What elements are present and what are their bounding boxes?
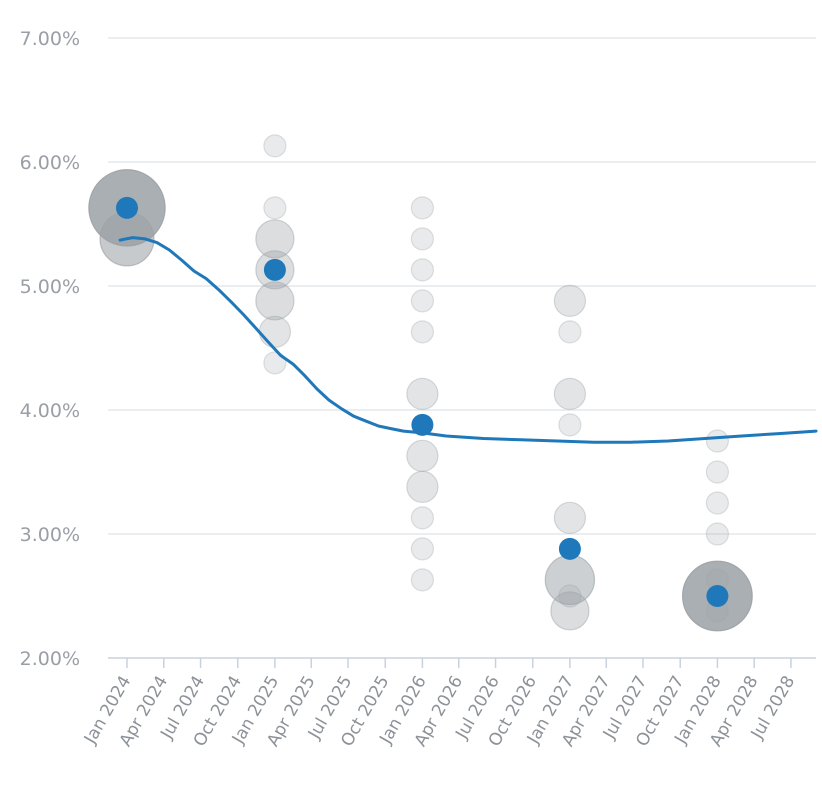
participant-dot <box>410 227 434 251</box>
participant-dot <box>255 219 295 259</box>
median-dot <box>115 196 138 219</box>
participant-dot <box>410 537 434 561</box>
participant-dot <box>553 284 587 318</box>
y-tick-label: 4.00% <box>20 400 80 422</box>
y-tick-label: 6.00% <box>20 152 80 174</box>
participant-dot <box>705 491 729 515</box>
y-tick-label: 3.00% <box>20 524 80 546</box>
median-dot <box>558 537 581 560</box>
y-tick-label: 2.00% <box>20 648 80 670</box>
participant-dot <box>263 351 287 375</box>
participant-dot <box>705 522 729 546</box>
median-dot <box>263 258 286 281</box>
participant-dot <box>544 554 596 606</box>
participant-dot <box>258 315 292 349</box>
y-tick-label: 5.00% <box>20 276 80 298</box>
participant-dot <box>410 568 434 592</box>
participant-dot <box>410 320 434 344</box>
participant-dot <box>558 320 582 344</box>
projection-line <box>118 236 818 444</box>
participant-dot <box>705 460 729 484</box>
participant-dot <box>263 134 287 158</box>
participant-dot <box>410 506 434 530</box>
median-dot <box>706 585 729 607</box>
participant-dot <box>410 258 434 282</box>
participant-dot <box>558 413 582 437</box>
participant-dot <box>406 470 439 504</box>
gridlines <box>108 37 816 535</box>
participant-dot <box>410 289 434 313</box>
participant-dot <box>410 196 434 220</box>
median-dots <box>115 196 729 607</box>
y-tick-label: 7.00% <box>20 28 80 50</box>
participant-dot <box>406 439 439 473</box>
participant-dot <box>705 429 729 453</box>
participant-dot <box>406 377 439 411</box>
median-dot <box>411 413 434 436</box>
participant-dot <box>255 281 295 321</box>
projection-line-layer <box>118 236 818 444</box>
dot-plot <box>88 134 753 632</box>
participant-dot <box>553 377 587 411</box>
participant-dot <box>263 196 287 220</box>
y-axis: 2.00% 3.00% 4.00% 5.00% 6.00% 7.00% <box>20 28 80 670</box>
participant-dot <box>553 501 587 535</box>
